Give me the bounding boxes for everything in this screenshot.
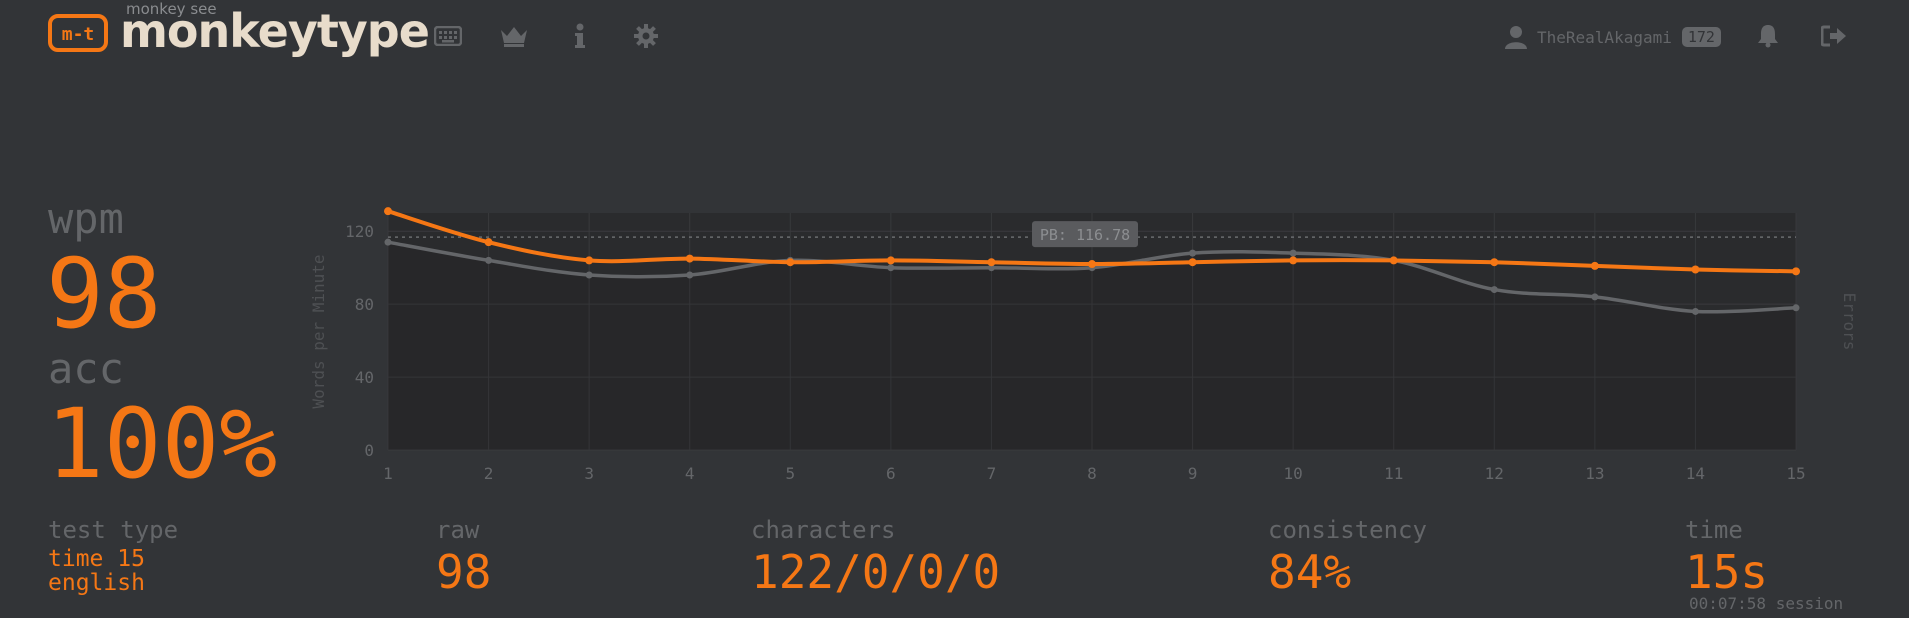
wpm-point <box>585 256 594 265</box>
x-tick-label: 6 <box>886 464 896 483</box>
user-icon <box>1505 26 1527 49</box>
x-tick-label: 8 <box>1087 464 1097 483</box>
x-tick-label: 2 <box>484 464 494 483</box>
characters-value[interactable]: 122/0/0/0 <box>751 545 1001 599</box>
pb-label-box <box>1032 221 1138 248</box>
wpm-value[interactable]: 98 <box>46 238 162 350</box>
raw-point <box>1189 249 1197 257</box>
raw-point <box>1289 249 1297 257</box>
consistency-label: consistency <box>1268 516 1427 544</box>
time-value[interactable]: 15s <box>1685 545 1769 599</box>
x-tick-label: 4 <box>685 464 695 483</box>
wpm-point <box>1088 260 1096 269</box>
wpm-point <box>384 207 392 216</box>
y-tick-label: 40 <box>355 368 374 387</box>
raw-point <box>987 264 995 272</box>
wpm-point <box>1590 261 1599 270</box>
user-account[interactable]: TheRealAkagami 172 <box>1505 24 1721 50</box>
x-tick-label: 7 <box>987 464 997 483</box>
keyboard-icon[interactable] <box>432 20 464 52</box>
x-tick-label: 5 <box>785 464 795 483</box>
characters-label: characters <box>751 516 896 544</box>
consistency-value[interactable]: 84% <box>1268 545 1352 599</box>
x-tick-label: 13 <box>1585 464 1604 483</box>
raw-point <box>1691 307 1699 315</box>
raw-point <box>384 238 392 246</box>
wpm-label: wpm <box>48 194 124 243</box>
crown-icon[interactable] <box>498 20 530 52</box>
wpm-point <box>886 256 895 265</box>
raw-label: raw <box>436 516 480 544</box>
y-tick-label: 120 <box>345 222 374 241</box>
test-type-label: test type <box>48 516 179 544</box>
wpm-point <box>685 254 694 263</box>
info-icon[interactable] <box>564 20 596 52</box>
raw-point <box>1591 293 1599 301</box>
raw-point <box>686 271 694 279</box>
wpm-point <box>1289 256 1298 265</box>
gear-icon[interactable] <box>630 20 662 52</box>
wpm-point <box>786 258 795 267</box>
x-tick-label: 9 <box>1188 464 1198 483</box>
x-tick-label: 10 <box>1284 464 1303 483</box>
x-tick-label: 15 <box>1786 464 1805 483</box>
sign-out-icon[interactable] <box>1818 20 1850 52</box>
test-type-language[interactable]: english <box>48 570 145 596</box>
raw-point <box>485 256 493 264</box>
logo-subtitle: monkey see <box>126 0 217 18</box>
wpm-point <box>987 258 996 267</box>
wpm-point <box>1792 267 1800 276</box>
wpm-point <box>1188 258 1197 267</box>
wpm-point <box>1389 256 1398 265</box>
time-label: time <box>1685 516 1743 544</box>
user-level-badge: 172 <box>1681 27 1721 47</box>
y2-axis-label: Errors <box>1840 293 1859 351</box>
x-tick-label: 3 <box>584 464 594 483</box>
pb-label: PB: 116.78 <box>1040 226 1130 244</box>
raw-value[interactable]: 98 <box>436 545 492 599</box>
top-bar: m-t monkey see monkeytype TheRealAkagami… <box>0 0 1909 70</box>
monkeytype-logo[interactable]: m-t <box>48 14 108 52</box>
session-time: 00:07:58 session <box>1689 594 1844 613</box>
logo-mark: m-t <box>62 24 95 45</box>
x-tick-label: 11 <box>1384 464 1403 483</box>
acc-label: acc <box>48 344 124 393</box>
y-tick-label: 0 <box>364 441 374 460</box>
acc-value[interactable]: 100% <box>46 388 278 500</box>
wpm-point <box>1691 265 1700 274</box>
bell-icon[interactable] <box>1752 20 1784 52</box>
wpm-point <box>1490 258 1499 267</box>
x-tick-label: 14 <box>1686 464 1705 483</box>
y-tick-label: 80 <box>355 295 374 314</box>
user-name: TheRealAkagami <box>1537 27 1672 47</box>
y-axis-label: Words per Minute <box>309 254 328 408</box>
raw-point <box>1490 286 1498 294</box>
raw-point <box>585 271 593 279</box>
test-type-mode[interactable]: time 15 <box>48 546 145 572</box>
wpm-point <box>484 238 493 247</box>
raw-area <box>388 242 1796 450</box>
x-tick-label: 1 <box>383 464 393 483</box>
logo-title[interactable]: monkeytype <box>120 4 430 58</box>
x-tick-label: 12 <box>1485 464 1504 483</box>
raw-point <box>1792 304 1800 312</box>
raw-point <box>887 264 895 272</box>
